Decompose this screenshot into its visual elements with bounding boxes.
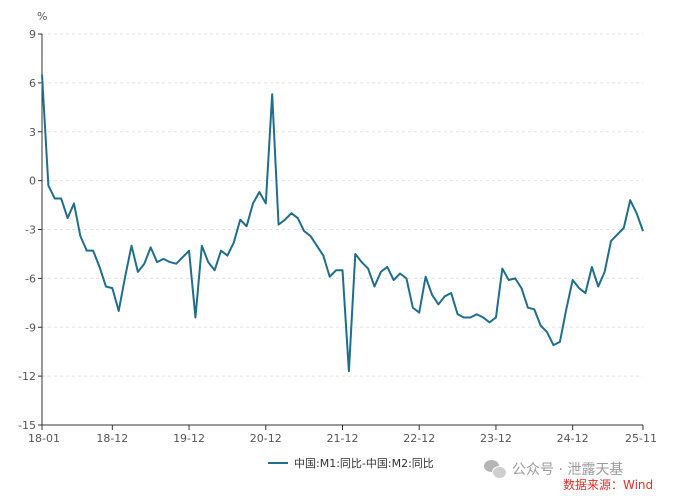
x-axis: 18-01 18-12 19-12 20-12 21-12 22-12 23-12 24-12… <box>28 424 657 445</box>
x-tick-label: 25-11 <box>625 432 657 445</box>
x-tick-label: 23-12 <box>480 432 512 445</box>
y-tick-label: 3 <box>29 126 36 139</box>
legend[interactable]: 中国:M1:同比-中国:M2:同比 <box>268 455 434 471</box>
y-tick-label: -3 <box>25 224 36 237</box>
legend-label: 中国:M1:同比-中国:M2:同比 <box>294 457 434 470</box>
y-tick-label: -6 <box>25 272 36 285</box>
x-tick-label: 20-12 <box>250 432 282 445</box>
y-tick-label: -12 <box>18 370 36 383</box>
wechat-icon <box>484 460 507 479</box>
x-tick-label: 21-12 <box>327 432 359 445</box>
legend-swatch <box>268 462 288 464</box>
y-tick-label: -9 <box>25 321 36 334</box>
x-tick-label: 18-01 <box>28 432 60 445</box>
y-tick-label: 6 <box>29 77 36 90</box>
source-note: 数据来源：Wind <box>563 478 654 492</box>
x-tick-label: 19-12 <box>173 432 205 445</box>
grid <box>42 33 643 426</box>
y-tick-label: 0 <box>29 175 36 188</box>
y-tick-label: -15 <box>18 419 36 432</box>
watermark-text: 公众号 · 泄露天基 <box>512 462 624 478</box>
x-tick-label: 22-12 <box>403 432 435 445</box>
x-tick-label: 18-12 <box>96 432 128 445</box>
y-axis: 9 6 3 0 -3 -6 -9 -12 -15 <box>18 28 43 432</box>
watermark: 公众号 · 泄露天基 <box>484 459 623 479</box>
x-tick-label: 24-12 <box>557 432 589 445</box>
series-line <box>41 74 644 373</box>
y-tick-label: 9 <box>29 28 36 41</box>
y-unit-label: % <box>37 10 47 23</box>
